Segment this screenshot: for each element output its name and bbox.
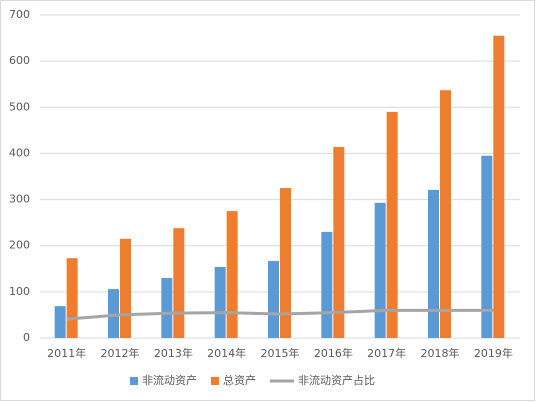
legend-swatch <box>130 377 138 385</box>
bar <box>226 211 238 338</box>
y-tick-label: 100 <box>9 285 30 298</box>
bar <box>280 188 291 338</box>
legend-label: 总资产 <box>223 373 256 387</box>
line <box>66 308 494 321</box>
x-tick-label: 2018年 <box>421 346 460 360</box>
bar <box>493 35 505 339</box>
y-tick-label: 400 <box>9 146 30 159</box>
y-tick-label: 200 <box>9 239 30 252</box>
bar <box>386 111 398 339</box>
legend-label: 非流动资产 <box>142 373 197 387</box>
bar <box>214 266 226 338</box>
bar <box>481 155 493 338</box>
x-tick-label: 2019年 <box>474 346 513 360</box>
bar <box>161 278 173 338</box>
bar <box>54 306 66 338</box>
bar <box>428 189 439 338</box>
y-tick-label: 0 <box>23 331 30 344</box>
bar <box>321 231 333 338</box>
x-tick-label: 2017年 <box>367 346 406 360</box>
y-tick-label: 500 <box>9 100 30 113</box>
bar <box>440 90 451 338</box>
bar <box>333 146 345 338</box>
bar <box>374 202 386 338</box>
x-tick-label: 2016年 <box>314 346 353 360</box>
y-tick-label: 700 <box>9 8 30 21</box>
bar <box>120 238 131 338</box>
bar <box>173 228 185 338</box>
bar <box>268 260 279 338</box>
x-tick-label: 2014年 <box>207 346 246 360</box>
x-tick-label: 2012年 <box>101 346 140 360</box>
bar <box>108 289 119 338</box>
legend-label: 非流动资产占比 <box>298 373 375 387</box>
bar <box>66 258 78 338</box>
legend-swatch <box>211 377 219 385</box>
y-tick-label: 600 <box>9 54 30 67</box>
x-tick-label: 2011年 <box>47 346 86 360</box>
y-tick-label: 300 <box>9 193 30 206</box>
x-tick-label: 2015年 <box>261 346 300 360</box>
x-tick-label: 2013年 <box>154 346 193 360</box>
